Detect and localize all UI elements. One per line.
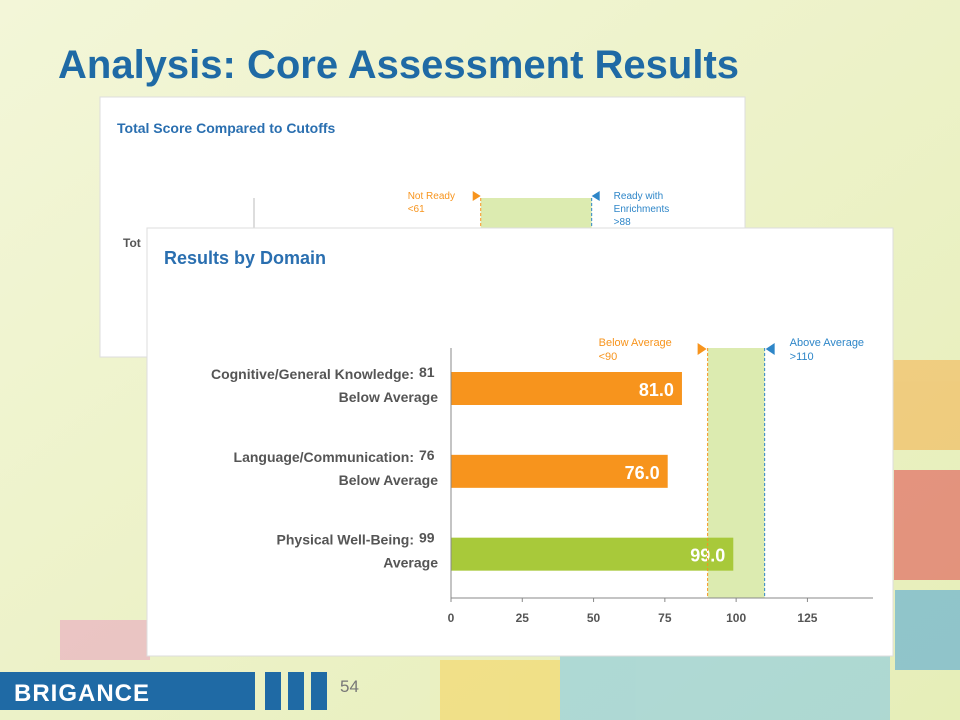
cutoff-label: Ready with bbox=[614, 191, 663, 202]
cutoff-marker bbox=[591, 191, 600, 201]
category-label: Physical Well-Being: bbox=[277, 532, 414, 548]
chart-title: Results by Domain bbox=[164, 248, 326, 268]
score-label: 81 bbox=[419, 364, 435, 380]
x-tick-label: 100 bbox=[726, 611, 746, 625]
band-value-label: <90 bbox=[599, 351, 618, 363]
rating-label: Below Average bbox=[339, 389, 439, 405]
back-chart-title: Total Score Compared to Cutoffs bbox=[117, 120, 336, 136]
back-label: Tot bbox=[123, 236, 141, 250]
page-number: 54 bbox=[340, 677, 359, 696]
x-tick-label: 50 bbox=[587, 611, 601, 625]
cutoff-label: Enrichments bbox=[614, 204, 670, 215]
slide-title: Analysis: Core Assessment Results bbox=[58, 43, 739, 87]
cutoff-value-label: >88 bbox=[614, 217, 631, 228]
footer-stripe bbox=[311, 672, 327, 710]
decor-blocks bbox=[60, 360, 960, 720]
cutoff-marker bbox=[472, 191, 481, 201]
value-label: 81.0 bbox=[639, 380, 674, 400]
band-label: Above Average bbox=[790, 337, 864, 349]
value-label: 76.0 bbox=[625, 463, 660, 483]
band-marker bbox=[765, 343, 775, 355]
score-label: 76 bbox=[419, 447, 435, 463]
x-tick-label: 25 bbox=[516, 611, 530, 625]
bar bbox=[451, 537, 734, 571]
band-label: Below Average bbox=[599, 337, 672, 349]
footer-stripe bbox=[265, 672, 281, 710]
logo: BRIGANCE bbox=[14, 680, 150, 707]
footer-stripe bbox=[288, 672, 304, 710]
cutoff-label: Not Ready bbox=[408, 191, 455, 202]
score-label: 99 bbox=[419, 530, 435, 546]
x-tick-label: 0 bbox=[448, 611, 455, 625]
x-tick-label: 125 bbox=[797, 611, 817, 625]
rating-label: Below Average bbox=[339, 472, 439, 488]
rating-label: Average bbox=[383, 555, 438, 571]
bar bbox=[451, 372, 682, 405]
logo-bar bbox=[0, 672, 255, 710]
category-label: Language/Communication: bbox=[234, 449, 414, 465]
cutoff-value-label: <61 bbox=[408, 204, 425, 215]
x-tick-label: 75 bbox=[658, 611, 672, 625]
band-value-label: >110 bbox=[790, 351, 814, 363]
band-marker bbox=[697, 343, 707, 355]
category-label: Cognitive/General Knowledge: bbox=[211, 366, 414, 382]
chart-panel bbox=[146, 227, 894, 657]
bar bbox=[451, 454, 668, 488]
